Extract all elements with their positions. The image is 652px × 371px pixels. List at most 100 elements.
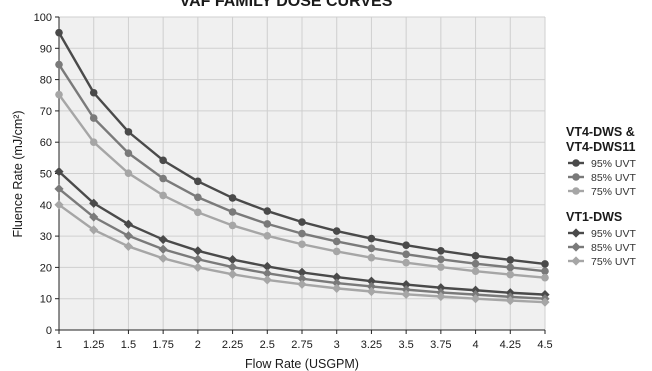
legend: VT4-DWS &VT4-DWS11 95% UVT 85% UVT 75% UVT V… xyxy=(566,125,637,268)
data-point xyxy=(227,254,238,265)
data-point xyxy=(89,88,98,97)
data-point xyxy=(367,234,376,243)
x-axis-title: Flow Rate (USGPM) xyxy=(245,357,359,371)
data-point xyxy=(540,297,550,307)
data-point xyxy=(402,250,410,259)
legend-group-title: VT4-DWS11 xyxy=(566,140,636,154)
x-tick-labels: 1 1.25 1.5 1.75 2 2.25 2.5 2.75 3 3.25 3.5 3.75 4 4.2… xyxy=(56,330,553,351)
x-tick-label: 1.25 xyxy=(83,339,104,351)
data-point xyxy=(194,177,202,186)
data-point xyxy=(193,246,203,256)
legend-swatch-marker xyxy=(571,242,581,252)
data-point xyxy=(436,291,446,302)
data-point xyxy=(124,149,133,157)
y-tick-label: 20 xyxy=(40,262,52,274)
x-tick-label: 2.5 xyxy=(260,339,275,351)
data-point xyxy=(436,283,446,293)
data-point xyxy=(89,225,99,235)
data-point xyxy=(471,267,480,275)
data-point xyxy=(470,294,481,304)
x-tick-label: 1.75 xyxy=(152,339,173,351)
data-point xyxy=(124,169,133,177)
data-point xyxy=(228,194,237,202)
x-tick-label: 2.25 xyxy=(222,339,243,351)
data-point xyxy=(471,259,480,268)
series-vt4-95-uvt xyxy=(55,28,549,268)
data-point xyxy=(193,254,203,264)
data-point xyxy=(263,220,272,228)
legend-item-label: 95% UVT xyxy=(591,228,637,240)
x-tick-label: 4 xyxy=(473,339,479,351)
data-point xyxy=(332,247,341,256)
x-tick-label: 4.5 xyxy=(537,339,552,351)
data-point xyxy=(159,191,167,200)
x-tick-label: 2.75 xyxy=(291,339,312,351)
gridlines xyxy=(59,16,546,330)
legend-item-label: 75% UVT xyxy=(591,256,637,268)
data-point xyxy=(298,218,306,226)
legend-swatch-marker xyxy=(571,256,581,266)
y-tick-label: 100 xyxy=(34,12,52,24)
y-axis-title: Fluence Rate (mJ/cm²) xyxy=(11,110,25,237)
y-tick-label: 60 xyxy=(40,137,52,149)
legend-group-title: VT1-DWS xyxy=(566,210,622,224)
data-point xyxy=(297,279,307,289)
data-point xyxy=(437,247,445,255)
x-tick-label: 3.75 xyxy=(430,339,451,351)
data-point xyxy=(262,268,272,278)
x-tick-label: 2 xyxy=(195,339,201,351)
data-point xyxy=(263,207,272,215)
chart-title: VAF FAMILY DOSE CURVES xyxy=(180,0,393,10)
y-tick-label: 10 xyxy=(40,294,52,306)
data-point xyxy=(227,262,238,272)
y-tick-label: 90 xyxy=(40,43,52,55)
data-point xyxy=(437,263,445,271)
data-point xyxy=(366,286,377,297)
data-point xyxy=(194,208,202,217)
data-point xyxy=(332,237,341,246)
x-tick-label: 3.25 xyxy=(361,339,382,351)
data-point xyxy=(402,258,410,267)
data-point xyxy=(401,285,411,295)
data-point xyxy=(158,234,168,245)
x-tick-label: 3.5 xyxy=(398,339,413,351)
data-point xyxy=(298,240,306,249)
x-tick-label: 1 xyxy=(56,339,62,351)
data-point xyxy=(541,260,549,268)
data-point xyxy=(55,60,63,69)
data-point xyxy=(193,262,203,272)
series-vt1-75-uvt xyxy=(54,200,550,307)
legend-swatch-marker xyxy=(572,159,580,167)
data-point xyxy=(262,261,272,272)
series-vt1-95-uvt xyxy=(54,167,550,300)
data-point xyxy=(506,263,515,272)
y-tick-label: 80 xyxy=(40,75,52,87)
data-point xyxy=(124,128,133,136)
legend-swatch-marker xyxy=(572,187,580,195)
data-point xyxy=(437,255,445,264)
data-point xyxy=(297,274,307,284)
data-point xyxy=(402,241,410,249)
data-point xyxy=(89,212,99,222)
series-vt4-85-uvt xyxy=(55,60,549,275)
legend-item-label: 95% UVT xyxy=(591,158,637,170)
data-point xyxy=(332,278,342,288)
data-point xyxy=(332,283,342,293)
data-point xyxy=(228,208,237,216)
data-point xyxy=(227,269,238,279)
data-point xyxy=(332,272,342,282)
data-point xyxy=(401,289,411,299)
data-point xyxy=(506,256,515,264)
data-point xyxy=(297,267,307,278)
y-tick-label: 70 xyxy=(40,106,52,118)
data-point xyxy=(159,156,167,165)
data-point xyxy=(54,184,64,194)
legend-item-label: 75% UVT xyxy=(591,186,637,198)
legend-swatch-marker xyxy=(571,228,581,238)
data-point xyxy=(158,253,168,263)
legend-group-title: VT4-DWS & xyxy=(566,125,635,139)
data-point xyxy=(228,221,237,230)
data-point xyxy=(89,138,98,146)
data-point xyxy=(89,114,98,122)
